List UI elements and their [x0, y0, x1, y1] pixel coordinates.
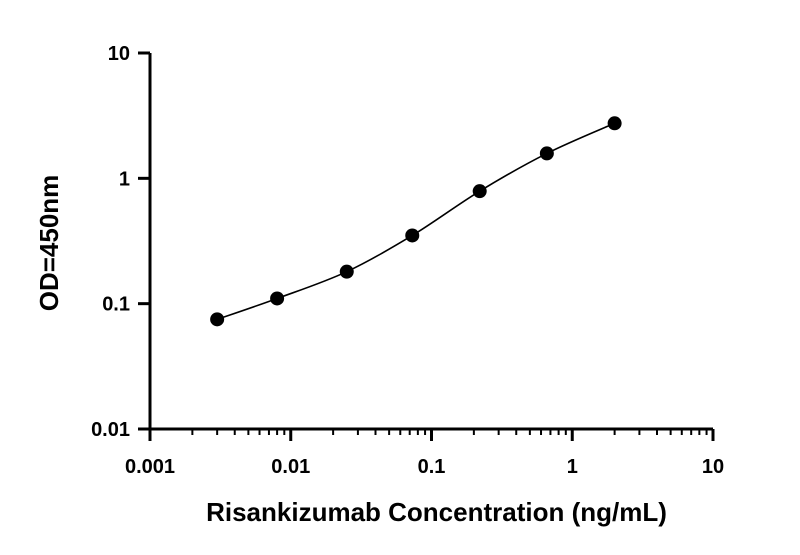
fit-curve — [216, 122, 615, 321]
x-tick-label: 0.1 — [418, 456, 446, 478]
data-point — [405, 228, 420, 243]
data-point — [472, 184, 487, 199]
data-point — [339, 264, 354, 279]
y-axis-ticks: 0.01 0.1 1 10 — [91, 43, 150, 441]
data-point — [210, 312, 225, 327]
x-axis-title: Risankizumab Concentration (ng/mL) — [206, 497, 667, 527]
y-axis-title: OD=450nm — [34, 175, 64, 312]
y-tick-label: 1 — [119, 168, 130, 190]
axes — [148, 53, 713, 431]
x-axis-ticks: 0.001 0.01 0.1 1 10 — [125, 429, 724, 478]
data-point — [270, 291, 285, 306]
x-tick-label: 10 — [702, 456, 724, 478]
x-tick-label: 1 — [567, 456, 578, 478]
data-points — [210, 116, 622, 327]
x-tick-label: 0.01 — [271, 456, 310, 478]
x-tick-label: 0.001 — [125, 456, 175, 478]
data-point — [539, 146, 554, 161]
y-tick-label: 0.1 — [102, 294, 130, 316]
y-tick-label: 10 — [108, 43, 130, 65]
y-tick-label: 0.01 — [91, 419, 130, 441]
data-point — [607, 116, 622, 131]
